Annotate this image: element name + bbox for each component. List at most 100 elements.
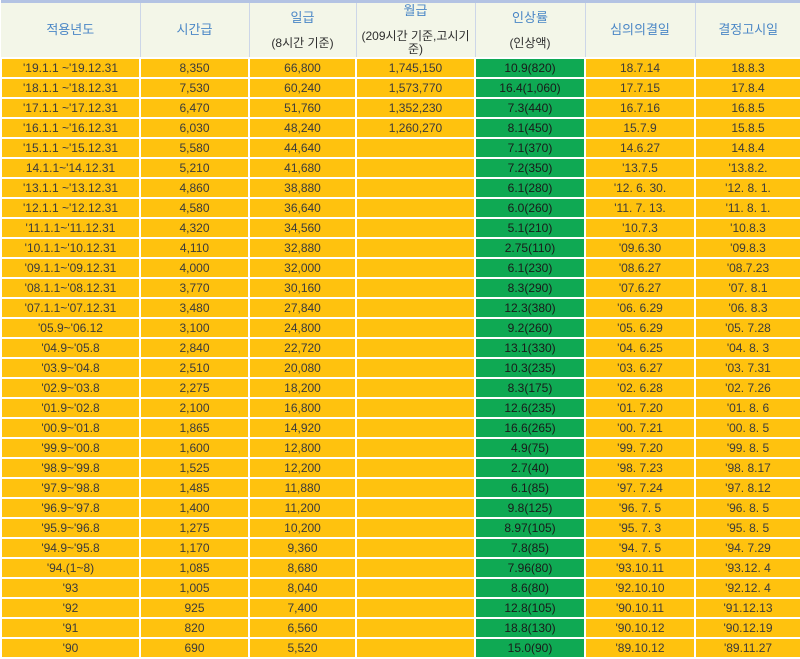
- cell-apply-year: '12.1.1 ~'12.12.31: [0, 197, 141, 219]
- cell-monthly-wage: [355, 297, 476, 319]
- table-row: '90 690 5,520 15.0(90) '89.10.12'89.11.27: [0, 637, 800, 659]
- cell-increase-rate: 6.1(230): [474, 257, 586, 279]
- cell-hourly-wage: 1,485: [139, 477, 250, 499]
- cell-increase-rate: 10.9(820): [474, 57, 586, 79]
- col-header-increase-rate: 인상률 (인상액): [474, 0, 586, 59]
- cell-deliberation-date: '97. 7.24: [584, 477, 696, 499]
- header-row: 적용년도 시간급 일급 (8시간 기준) 월급 (209시간 기준,고시기준) …: [1, 0, 800, 59]
- cell-daily-wage: 60,240: [248, 77, 357, 99]
- cell-increase-rate: 4.9(75): [474, 437, 586, 459]
- cell-monthly-wage: [355, 457, 476, 479]
- cell-increase-rate: 9.2(260): [474, 317, 586, 339]
- table-row: '01.9~'02.8 2,100 16,800 12.6(235) '01. 7.20…: [0, 397, 800, 419]
- cell-announcement-date: '00. 8. 5: [694, 417, 800, 439]
- cell-announcement-date: '01. 8. 6: [694, 397, 800, 419]
- col-header-monthly-wage-label: 월급: [403, 3, 428, 18]
- cell-monthly-wage: [355, 257, 476, 279]
- cell-deliberation-date: '11. 7. 13.: [584, 197, 696, 219]
- cell-hourly-wage: 3,770: [139, 277, 250, 299]
- table-row: '93 1,005 8,040 8.6(80) '92.10.10'92.12. 4: [0, 577, 800, 599]
- cell-announcement-date: '02. 7.26: [694, 377, 800, 399]
- cell-monthly-wage: [355, 177, 476, 199]
- cell-announcement-date: '99. 8. 5: [694, 437, 800, 459]
- cell-hourly-wage: 6,030: [139, 117, 250, 139]
- cell-apply-year: '95.9~'96.8: [0, 517, 141, 539]
- col-header-hourly-wage: 시간급: [139, 0, 250, 59]
- cell-announcement-date: 18.8.3: [694, 57, 800, 79]
- cell-increase-rate: 2.7(40): [474, 457, 586, 479]
- table-row: '13.1.1 ~'13.12.31 4,860 38,880 6.1(280) '12…: [0, 177, 800, 199]
- cell-hourly-wage: 4,000: [139, 257, 250, 279]
- cell-monthly-wage: [355, 597, 476, 619]
- cell-increase-rate: 16.4(1,060): [474, 77, 586, 99]
- cell-daily-wage: 18,200: [248, 377, 357, 399]
- col-header-deliberation-date-label: 심의의결일: [610, 22, 670, 37]
- cell-announcement-date: '96. 8. 5: [694, 497, 800, 519]
- cell-deliberation-date: '02. 6.28: [584, 377, 696, 399]
- cell-announcement-date: '05. 7.28: [694, 317, 800, 339]
- cell-hourly-wage: 7,530: [139, 77, 250, 99]
- cell-deliberation-date: '03. 6.27: [584, 357, 696, 379]
- cell-daily-wage: 66,800: [248, 57, 357, 79]
- cell-monthly-wage: [355, 437, 476, 459]
- cell-apply-year: '94.(1~8): [0, 557, 141, 579]
- cell-hourly-wage: 2,275: [139, 377, 250, 399]
- cell-apply-year: '11.1.1~'11.12.31: [0, 217, 141, 239]
- cell-hourly-wage: 5,210: [139, 157, 250, 179]
- cell-increase-rate: 9.8(125): [474, 497, 586, 519]
- cell-announcement-date: '13.8.2.: [694, 157, 800, 179]
- cell-increase-rate: 6.1(85): [474, 477, 586, 499]
- table-row: '00.9~'01.8 1,865 14,920 16.6(265) '00. 7.21…: [0, 417, 800, 439]
- table-row: '19.1.1 ~'19.12.31 8,350 66,800 1,745,150 10…: [0, 57, 800, 79]
- cell-announcement-date: 17.8.4: [694, 77, 800, 99]
- cell-hourly-wage: 1,085: [139, 557, 250, 579]
- cell-deliberation-date: '04. 6.25: [584, 337, 696, 359]
- cell-monthly-wage: [355, 157, 476, 179]
- col-header-announcement-date-label: 결정고시일: [718, 22, 779, 37]
- table-row: '10.1.1~'10.12.31 4,110 32,880 2.75(110) '09…: [0, 237, 800, 259]
- cell-deliberation-date: '90.10.11: [584, 597, 696, 619]
- table-row: '18.1.1 ~'18.12.31 7,530 60,240 1,573,770 16…: [0, 77, 800, 99]
- cell-deliberation-date: '96. 7. 5: [584, 497, 696, 519]
- cell-daily-wage: 32,880: [248, 237, 357, 259]
- cell-apply-year: '92: [0, 597, 141, 619]
- cell-monthly-wage: [355, 497, 476, 519]
- cell-announcement-date: '11. 8. 1.: [694, 197, 800, 219]
- cell-daily-wage: 32,000: [248, 257, 357, 279]
- cell-apply-year: '07.1.1~'07.12.31: [0, 297, 141, 319]
- cell-deliberation-date: '90.10.12: [584, 617, 696, 639]
- cell-deliberation-date: 15.7.9: [584, 117, 696, 139]
- cell-daily-wage: 10,200: [248, 517, 357, 539]
- cell-increase-rate: 12.8(105): [474, 597, 586, 619]
- cell-monthly-wage: [355, 397, 476, 419]
- cell-apply-year: '13.1.1 ~'13.12.31: [0, 177, 141, 199]
- cell-monthly-wage: [355, 217, 476, 239]
- cell-hourly-wage: 1,525: [139, 457, 250, 479]
- cell-deliberation-date: 14.6.27: [584, 137, 696, 159]
- cell-apply-year: 14.1.1~'14.12.31: [0, 157, 141, 179]
- cell-daily-wage: 30,160: [248, 277, 357, 299]
- cell-hourly-wage: 4,860: [139, 177, 250, 199]
- cell-increase-rate: 18.8(130): [474, 617, 586, 639]
- cell-announcement-date: '06. 8.3: [694, 297, 800, 319]
- cell-announcement-date: 16.8.5: [694, 97, 800, 119]
- cell-monthly-wage: [355, 137, 476, 159]
- cell-deliberation-date: '12. 6. 30.: [584, 177, 696, 199]
- cell-announcement-date: '10.8.3: [694, 217, 800, 239]
- cell-daily-wage: 8,680: [248, 557, 357, 579]
- cell-increase-rate: 2.75(110): [474, 237, 586, 259]
- cell-monthly-wage: 1,352,230: [355, 97, 476, 119]
- cell-announcement-date: '07. 8.1: [694, 277, 800, 299]
- cell-increase-rate: 15.0(90): [474, 637, 586, 659]
- cell-monthly-wage: [355, 357, 476, 379]
- cell-increase-rate: 16.6(265): [474, 417, 586, 439]
- cell-daily-wage: 24,800: [248, 317, 357, 339]
- cell-deliberation-date: '93.10.11: [584, 557, 696, 579]
- cell-daily-wage: 20,080: [248, 357, 357, 379]
- cell-hourly-wage: 6,470: [139, 97, 250, 119]
- cell-daily-wage: 36,640: [248, 197, 357, 219]
- cell-announcement-date: '94. 7.29: [694, 537, 800, 559]
- cell-announcement-date: 15.8.5: [694, 117, 800, 139]
- cell-hourly-wage: 1,865: [139, 417, 250, 439]
